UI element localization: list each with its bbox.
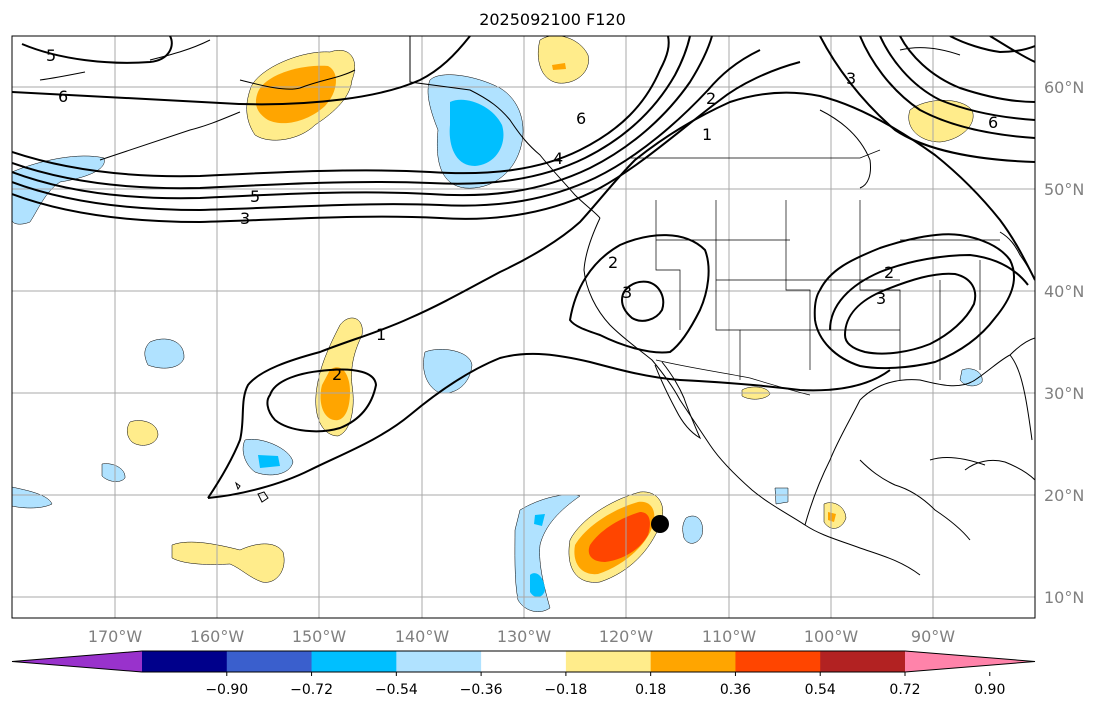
lon-label: 150°W (292, 627, 347, 646)
anomaly-positive-north (537, 36, 589, 84)
contour-label: 2 (706, 89, 716, 108)
contour-6-northwest (12, 36, 471, 106)
colorbar-tick-label: −0.90 (205, 682, 248, 698)
colorbar-tick-label: 0.18 (635, 682, 666, 698)
height-contours (12, 36, 1035, 499)
contour-label: 2 (884, 263, 894, 282)
contour-2-pacific (12, 61, 801, 224)
colorbar-segment (650, 651, 736, 672)
contour-label: 6 (58, 87, 68, 106)
longitude-labels: 170°W 160°W 150°W 140°W 130°W 120°W 110°… (88, 627, 955, 646)
lat-label: 50°N (1044, 180, 1084, 199)
map-title: 2025092100 F120 (479, 10, 626, 29)
lat-label: 20°N (1044, 486, 1084, 505)
contour-label: 3 (876, 289, 886, 308)
colorbar-segment (142, 651, 228, 672)
anomaly-negative-small-2 (423, 349, 473, 394)
anomaly-positive-hudson (908, 100, 974, 143)
colorbar: −0.90 −0.72 −0.54 −0.36 −0.18 0.18 0.36 0.54 0.7… (11, 650, 1036, 698)
colorbar-segment (481, 651, 567, 672)
contour-label: 1 (702, 125, 712, 144)
coastlines (39, 36, 1035, 576)
lat-label: 30°N (1044, 384, 1084, 403)
lat-label: 10°N (1044, 588, 1084, 607)
colorbar-tick-label: −0.36 (460, 682, 503, 698)
map-frame (11, 35, 1036, 619)
contour-label: 5 (250, 187, 260, 206)
contour-2-central-pacific (266, 368, 378, 433)
anomaly-negative-small-4 (12, 486, 53, 509)
lon-label: 140°W (395, 627, 450, 646)
lon-label: 170°W (88, 627, 143, 646)
colorbar-extend-low (12, 651, 142, 672)
lat-label: 60°N (1044, 78, 1084, 97)
contour-3-east (843, 272, 977, 355)
graticule (12, 36, 1035, 618)
contour-6-upper (12, 36, 670, 178)
anomaly-negative-small-6 (682, 515, 703, 544)
contour-upper-east (859, 36, 1035, 139)
contour-2-subtropical (207, 352, 891, 499)
colorbar-tick-label: 0.36 (720, 682, 751, 698)
contour-label: 2 (332, 365, 342, 384)
anomaly-negative-gulf-alaska-core (449, 99, 504, 166)
anomaly-negative-gulf-mexico (959, 368, 983, 387)
contour-label: 6 (576, 109, 586, 128)
contour-label: 1 (376, 325, 386, 344)
anomaly-negative-small-5 (774, 487, 789, 505)
contour-label: 2 (608, 253, 618, 272)
contour-2-southwest (568, 234, 710, 354)
contour-label: 5 (46, 46, 56, 65)
anomaly-negative-west-pacific (12, 155, 105, 225)
contour-label: 4 (553, 149, 563, 168)
anomaly-negative-small-1 (144, 338, 185, 369)
contour-3-pacific (12, 49, 761, 212)
contour-label: 3 (622, 283, 632, 302)
contour-labels: 5 6 5 3 6 4 2 1 3 6 2 3 2 3 1 2 (46, 46, 998, 384)
contour-label: 6 (988, 113, 998, 132)
lat-label: 40°N (1044, 282, 1084, 301)
colorbar-tick-label: −0.72 (290, 682, 333, 698)
colorbar-extend-high (905, 651, 1035, 672)
colorbar-segment (735, 651, 821, 672)
anomaly-positive-small-1 (127, 420, 159, 446)
lon-label: 120°W (599, 627, 654, 646)
anomaly-positive-south-1 (171, 541, 285, 583)
anomaly-positive-central-pacific-core (320, 367, 350, 421)
anomaly-positive-storm-core (588, 512, 650, 562)
lon-label: 160°W (190, 627, 245, 646)
colorbar-tick-label: −0.54 (375, 682, 418, 698)
colorbar-segment (820, 651, 906, 672)
anomaly-negative-small-3 (101, 463, 126, 482)
colorbar-outline (11, 650, 1036, 673)
colorbar-tick-label: 0.72 (889, 682, 920, 698)
colorbar-segment (311, 651, 397, 672)
contour-3-southwest (620, 280, 665, 322)
contour-2-east (813, 233, 1015, 370)
contour-label: 3 (240, 209, 250, 228)
lon-label: 130°W (497, 627, 552, 646)
anomaly-fills (12, 36, 983, 612)
storm-position-dot (651, 515, 669, 533)
lon-label: 110°W (702, 627, 757, 646)
colorbar-tick-label: 0.54 (805, 682, 836, 698)
contour-1-long (207, 91, 1035, 499)
contour-label: 3 (846, 69, 856, 88)
contour-5-northwest (21, 36, 173, 64)
colorbar-tick-label: 0.90 (974, 682, 1005, 698)
colorbar-tick-label: −0.18 (544, 682, 587, 698)
lon-label: 90°W (911, 627, 955, 646)
colorbar-segment (565, 651, 652, 672)
latitude-labels: 60°N 50°N 40°N 30°N 20°N 10°N (1044, 78, 1084, 607)
colorbar-segment (396, 651, 482, 672)
anomaly-positive-alaska-core (255, 65, 336, 124)
lon-label: 100°W (804, 627, 859, 646)
state-borders (409, 36, 1000, 396)
colorbar-segment (226, 651, 313, 672)
